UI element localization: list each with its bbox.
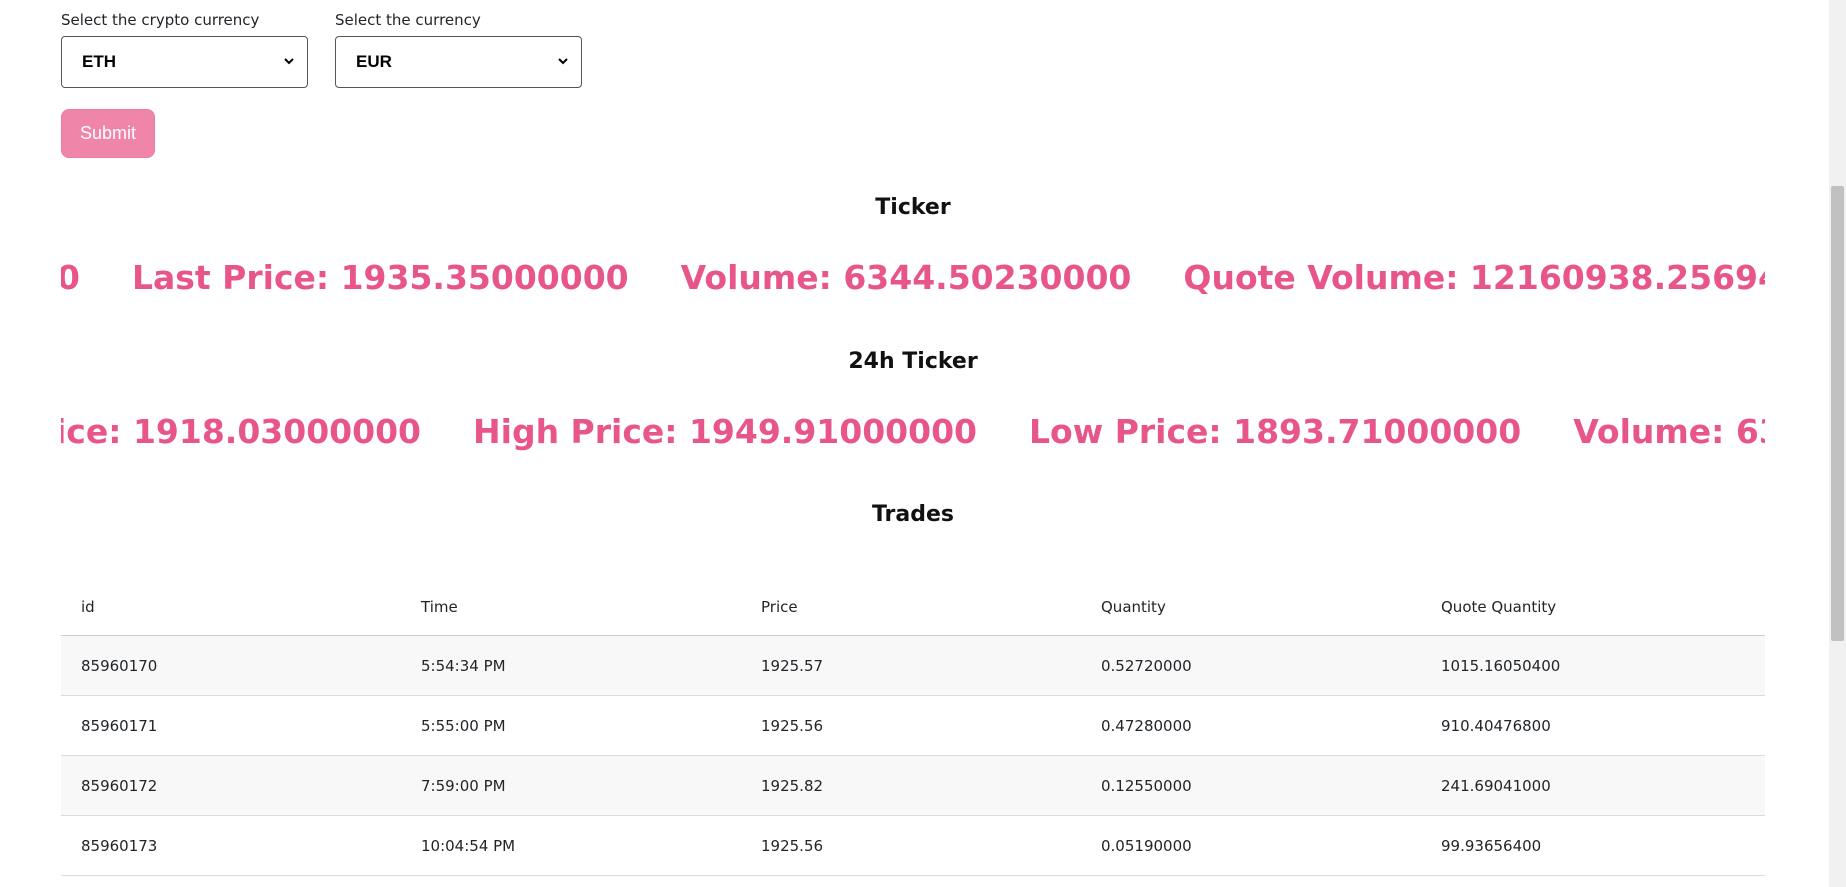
currency-select[interactable]: EUR	[335, 36, 582, 88]
crypto-select[interactable]: ETH	[61, 36, 308, 88]
cell-quote-quantity: 241.69041000	[1421, 755, 1765, 816]
table-row: 85960173 10:04:54 PM 1925.56 0.05190000 …	[61, 815, 1765, 876]
cell-time: 7:59:00 PM	[401, 755, 741, 816]
table-header-row: id Time Price Quantity Quote Quantity	[61, 578, 1765, 636]
cell-time: 5:54:34 PM	[401, 635, 741, 696]
cell-quantity: 0.52720000	[1081, 635, 1421, 696]
ticker-item-volume: Volume: 6344.50230000	[680, 258, 1132, 297]
cell-id: 85960171	[61, 695, 401, 756]
chevron-down-icon	[558, 58, 568, 65]
table-row: 85960171 5:55:00 PM 1925.56 0.47280000 9…	[61, 695, 1765, 756]
ticker-24h-item-low-price: Low Price: 1893.71000000	[1029, 412, 1522, 451]
cell-quantity: 0.05190000	[1081, 815, 1421, 876]
cell-id: 85960172	[61, 755, 401, 816]
column-header-time: Time	[401, 578, 741, 636]
ticker-item: 0	[61, 258, 80, 297]
column-header-quote-quantity: Quote Quantity	[1421, 578, 1765, 636]
cell-time: 5:55:00 PM	[401, 695, 741, 756]
cell-quote-quantity: 1015.16050400	[1421, 635, 1765, 696]
scrollbar-thumb[interactable]	[1831, 186, 1844, 641]
cell-quantity: 0.47280000	[1081, 695, 1421, 756]
ticker-item-last-price: Last Price: 1935.35000000	[131, 258, 629, 297]
ticker-24h-item-high-price: High Price: 1949.91000000	[473, 412, 978, 451]
crypto-select-label: Select the crypto currency	[61, 11, 260, 29]
column-header-price: Price	[741, 578, 1081, 636]
cell-quantity: 0.12550000	[1081, 755, 1421, 816]
cell-price: 1925.57	[741, 635, 1081, 696]
ticker-24h-track: ice: 1918.03000000 High Price: 1949.91000…	[61, 407, 1765, 457]
table-row: 85960170 5:54:34 PM 1925.57 0.52720000 1…	[61, 635, 1765, 696]
submit-button[interactable]: Submit	[61, 109, 155, 158]
ticker-24h-marquee: ice: 1918.03000000 High Price: 1949.91000…	[61, 407, 1765, 457]
trades-table: id Time Price Quantity Quote Quantity 85…	[61, 578, 1765, 876]
cell-price: 1925.82	[741, 755, 1081, 816]
ticker-24h-item-volume: Volume: 6343.73930000	[1573, 412, 1765, 451]
trades-title: Trades	[871, 502, 955, 527]
ticker-title: Ticker	[875, 195, 951, 220]
ticker-track: 0 Last Price: 1935.35000000 Volume: 6344.5…	[61, 253, 1765, 303]
cell-quote-quantity: 99.93656400	[1421, 815, 1765, 876]
ticker-24h-title: 24h Ticker	[848, 349, 978, 374]
cell-time: 10:04:54 PM	[401, 815, 741, 876]
currency-select-label: Select the currency	[335, 11, 481, 29]
currency-select-value: EUR	[356, 52, 392, 71]
ticker-item-quote-volume: Quote Volume: 12160938.25694700	[1183, 258, 1765, 297]
chevron-down-icon	[284, 58, 294, 65]
column-header-id: id	[61, 578, 401, 636]
ticker-24h-item-open-price: ice: 1918.03000000	[61, 412, 422, 451]
crypto-select-value: ETH	[82, 52, 116, 71]
vertical-scrollbar[interactable]	[1829, 0, 1846, 887]
cell-price: 1925.56	[741, 695, 1081, 756]
ticker-marquee: 0 Last Price: 1935.35000000 Volume: 6344.5…	[61, 253, 1765, 303]
cell-price: 1925.56	[741, 815, 1081, 876]
table-row: 85960172 7:59:00 PM 1925.82 0.12550000 2…	[61, 755, 1765, 816]
cell-id: 85960170	[61, 635, 401, 696]
cell-id: 85960173	[61, 815, 401, 876]
column-header-quantity: Quantity	[1081, 578, 1421, 636]
cell-quote-quantity: 910.40476800	[1421, 695, 1765, 756]
